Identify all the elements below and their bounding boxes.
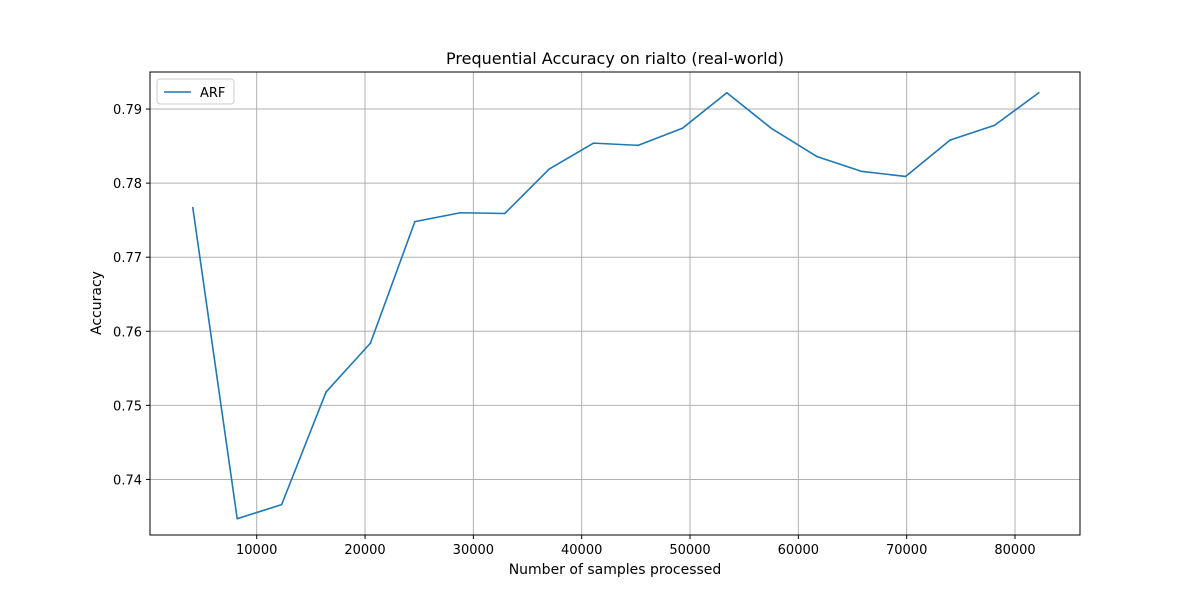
data-point — [681, 127, 684, 130]
data-point — [459, 211, 462, 214]
y-axis-label: Accuracy — [89, 271, 105, 335]
y-tick-label: 0.74 — [113, 473, 142, 488]
legend-label-arf: ARF — [200, 86, 225, 101]
data-point — [770, 127, 773, 130]
data-point — [414, 220, 416, 223]
y-tick-label: 0.75 — [113, 399, 142, 414]
data-point — [726, 91, 728, 94]
data-point — [191, 206, 194, 209]
x-tick-label: 60000 — [778, 543, 819, 558]
data-point — [236, 517, 238, 520]
x-tick-label: 50000 — [669, 543, 710, 558]
chart-title: Prequential Accuracy on rialto (real-wor… — [446, 49, 784, 68]
data-point — [993, 124, 996, 127]
y-tick-label: 0.78 — [113, 177, 142, 192]
legend: ARF — [156, 78, 235, 105]
data-point — [637, 144, 639, 147]
axis-ticks: 10000 20000 30000 40000 50000 60000 70000 80000… — [113, 103, 1036, 558]
y-tick-label: 0.79 — [113, 103, 142, 118]
data-point — [949, 139, 951, 141]
plot-frame — [149, 71, 1081, 536]
data-point — [369, 342, 372, 344]
x-tick-label: 30000 — [453, 543, 494, 558]
x-tick-label: 10000 — [236, 543, 277, 558]
grid-lines — [150, 72, 1080, 535]
x-tick-label: 40000 — [561, 543, 602, 558]
data-point — [860, 170, 862, 173]
data-point — [325, 391, 327, 393]
legend-box — [156, 78, 235, 105]
x-tick-label: 80000 — [994, 543, 1035, 558]
data-point — [1038, 91, 1040, 94]
data-point — [815, 155, 818, 158]
series-line-arf — [191, 91, 1040, 520]
data-point — [280, 503, 283, 506]
data-point — [503, 212, 506, 215]
x-axis-label: Number of samples processed — [509, 562, 722, 578]
series-layer — [191, 91, 1040, 520]
x-tick-label: 70000 — [886, 543, 927, 558]
y-tick-label: 0.77 — [113, 251, 142, 266]
data-point — [548, 168, 550, 170]
data-point — [592, 142, 595, 144]
y-tick-label: 0.76 — [113, 325, 142, 340]
data-point — [904, 175, 907, 178]
x-tick-label: 20000 — [344, 543, 385, 558]
